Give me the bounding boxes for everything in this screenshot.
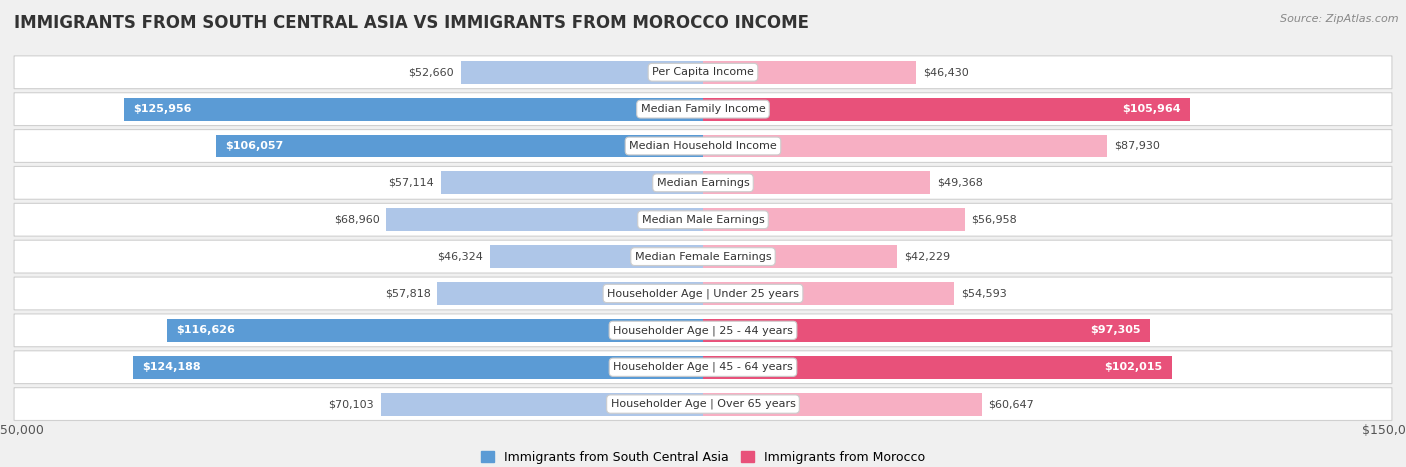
Bar [703,208,965,231]
Text: IMMIGRANTS FROM SOUTH CENTRAL ASIA VS IMMIGRANTS FROM MOROCCO INCOME: IMMIGRANTS FROM SOUTH CENTRAL ASIA VS IM… [14,14,808,32]
Text: $106,057: $106,057 [225,141,284,151]
Text: Median Male Earnings: Median Male Earnings [641,215,765,225]
Text: Householder Age | Under 25 years: Householder Age | Under 25 years [607,288,799,299]
FancyBboxPatch shape [14,314,1392,347]
Text: Per Capita Income: Per Capita Income [652,67,754,77]
Text: $49,368: $49,368 [936,178,983,188]
Text: $57,114: $57,114 [388,178,434,188]
Bar [167,319,703,342]
FancyBboxPatch shape [14,388,1392,420]
Text: $60,647: $60,647 [988,399,1035,409]
Bar [703,282,953,305]
Text: $46,430: $46,430 [924,67,969,77]
Bar [217,134,703,157]
Text: $105,964: $105,964 [1122,104,1181,114]
Text: $52,660: $52,660 [409,67,454,77]
Text: Source: ZipAtlas.com: Source: ZipAtlas.com [1281,14,1399,24]
FancyBboxPatch shape [14,277,1392,310]
Text: $54,593: $54,593 [960,289,1007,298]
Text: $46,324: $46,324 [437,252,484,262]
Bar [132,356,703,379]
Bar [125,98,703,120]
Bar [437,282,703,305]
Text: Householder Age | Over 65 years: Householder Age | Over 65 years [610,399,796,410]
Bar [491,245,703,268]
Text: $57,818: $57,818 [385,289,430,298]
Bar [703,356,1171,379]
Bar [703,134,1107,157]
Bar [461,61,703,84]
Bar [381,393,703,416]
Text: Median Earnings: Median Earnings [657,178,749,188]
FancyBboxPatch shape [14,129,1392,163]
FancyBboxPatch shape [14,351,1392,383]
Text: Median Family Income: Median Family Income [641,104,765,114]
Bar [440,171,703,194]
Text: $102,015: $102,015 [1104,362,1163,372]
FancyBboxPatch shape [14,240,1392,273]
Text: $70,103: $70,103 [329,399,374,409]
Text: $125,956: $125,956 [134,104,193,114]
FancyBboxPatch shape [14,93,1392,126]
Legend: Immigrants from South Central Asia, Immigrants from Morocco: Immigrants from South Central Asia, Immi… [477,446,929,467]
FancyBboxPatch shape [14,203,1392,236]
Text: Median Household Income: Median Household Income [628,141,778,151]
Bar [703,171,929,194]
Text: Householder Age | 25 - 44 years: Householder Age | 25 - 44 years [613,325,793,336]
Text: $42,229: $42,229 [904,252,950,262]
FancyBboxPatch shape [14,56,1392,89]
Text: Householder Age | 45 - 64 years: Householder Age | 45 - 64 years [613,362,793,373]
Bar [703,393,981,416]
Bar [703,61,917,84]
Bar [703,319,1150,342]
Text: $97,305: $97,305 [1090,325,1140,335]
Bar [703,98,1189,120]
FancyBboxPatch shape [14,166,1392,199]
Text: $68,960: $68,960 [333,215,380,225]
Bar [387,208,703,231]
Bar [703,245,897,268]
Text: $87,930: $87,930 [1114,141,1160,151]
Text: $116,626: $116,626 [177,325,235,335]
Text: Median Female Earnings: Median Female Earnings [634,252,772,262]
Text: $56,958: $56,958 [972,215,1018,225]
Text: $124,188: $124,188 [142,362,201,372]
